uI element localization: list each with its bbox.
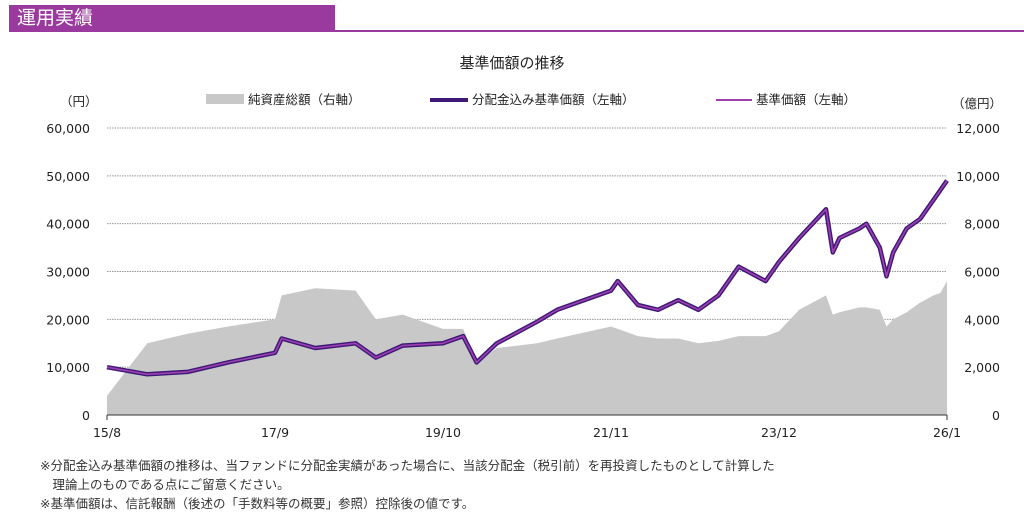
- section-title: 運用実績: [9, 5, 335, 31]
- y-right-tick-label: 8,000: [964, 217, 1000, 232]
- legend-label-net-assets: 純資産総額（右軸）: [248, 92, 361, 107]
- x-tick-label: 19/10: [425, 425, 461, 440]
- y-right-tick-label: 4,000: [964, 312, 1000, 327]
- footnote-2: 理論上のものである点にご留意ください。: [40, 477, 290, 492]
- net-assets-area: [107, 281, 947, 415]
- y-left-tick-label: 40,000: [46, 217, 90, 232]
- y-left-tick-label: 20,000: [46, 312, 90, 327]
- x-tick-label: 21/11: [593, 425, 629, 440]
- y-left-tick-label: 0: [82, 408, 90, 423]
- y-right-tick-label: 10,000: [956, 169, 1000, 184]
- left-axis-unit: （円）: [60, 94, 98, 109]
- footnote-3: ※基準価額は、信託報酬（後述の「手数料等の概要」参照）控除後の値です。: [40, 496, 475, 511]
- y-left-tick-label: 30,000: [46, 265, 90, 280]
- x-tick-label: 15/8: [93, 425, 121, 440]
- x-tick-label: 23/12: [761, 425, 797, 440]
- right-axis-unit: （億円）: [952, 96, 1002, 111]
- legend-swatch-net-assets: [206, 94, 244, 104]
- y-right-tick-label: 0: [992, 408, 1000, 423]
- y-left-tick-label: 50,000: [46, 169, 90, 184]
- legend: 純資産総額（右軸） 分配金込み基準価額（左軸） 基準価額（左軸）: [206, 92, 856, 107]
- y-left-tick-label: 10,000: [46, 360, 90, 375]
- chart-title: 基準価額の推移: [459, 54, 564, 72]
- legend-label-nav: 基準価額（左軸）: [756, 92, 856, 107]
- y-right-tick-label: 6,000: [964, 265, 1000, 280]
- footnote-1: ※分配金込み基準価額の推移は、当ファンドに分配金実績があった場合に、当該分配金（…: [40, 458, 775, 473]
- y-left-tick-label: 60,000: [46, 121, 90, 136]
- section-divider: [9, 30, 1024, 32]
- y-right-tick-label: 2,000: [964, 360, 1000, 375]
- x-tick-label: 17/9: [261, 425, 289, 440]
- y-right-tick-label: 12,000: [956, 121, 1000, 136]
- x-tick-label: 26/1: [933, 425, 961, 440]
- nav-line: [106, 180, 948, 376]
- footnotes: ※分配金込み基準価額の推移は、当ファンドに分配金実績があった場合に、当該分配金（…: [40, 456, 775, 513]
- legend-label-reinvested: 分配金込み基準価額（左軸）: [472, 92, 635, 107]
- nav-chart: 基準価額の推移 （円） （億円） 純資産総額（右軸） 分配金込み基準価額（左軸）…: [46, 54, 1002, 440]
